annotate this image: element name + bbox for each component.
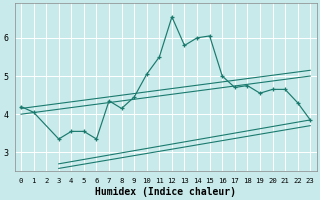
X-axis label: Humidex (Indice chaleur): Humidex (Indice chaleur) [95, 186, 236, 197]
